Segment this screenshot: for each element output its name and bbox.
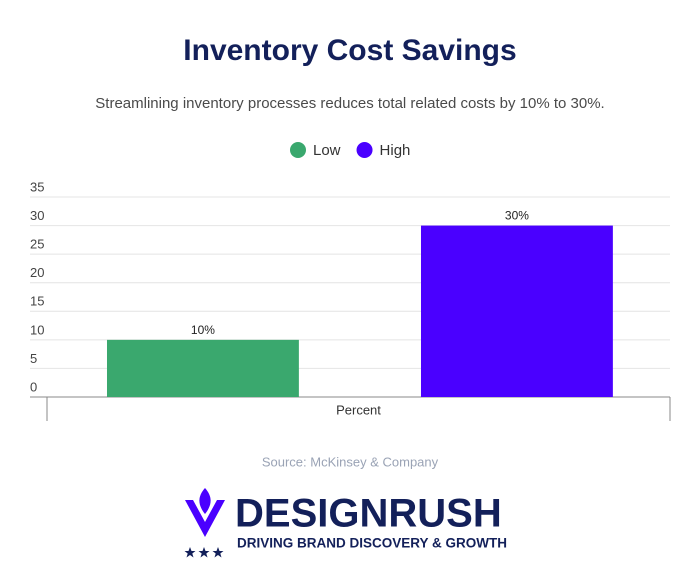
- legend-label: Low: [313, 142, 341, 159]
- value-label: 30%: [505, 209, 529, 223]
- y-tick-label: 10: [30, 322, 44, 337]
- logo-icon: [185, 500, 225, 537]
- y-tick-label: 5: [30, 351, 37, 366]
- y-tick-label: 25: [30, 237, 44, 252]
- y-tick-label: 30: [30, 208, 44, 223]
- chart-title: Inventory Cost Savings: [183, 34, 516, 67]
- x-tick-label: Percent: [336, 402, 381, 417]
- legend-marker: [356, 142, 373, 158]
- bar: [420, 225, 613, 397]
- bar: [106, 339, 299, 397]
- logo-star: [198, 547, 210, 558]
- y-tick-label: 20: [30, 265, 44, 280]
- brand-name: DESIGNRUSH: [235, 492, 502, 536]
- source: Source: McKinsey & Company: [262, 454, 439, 469]
- value-label: 10%: [191, 323, 215, 337]
- y-tick-label: 15: [30, 294, 44, 309]
- legend-marker: [290, 142, 306, 158]
- y-tick-label: 0: [30, 379, 37, 394]
- logo-flame: [199, 488, 211, 514]
- logo-star: [212, 547, 224, 558]
- logo-star: [184, 547, 196, 558]
- chart-subtitle: Streamlining inventory processes reduces…: [95, 95, 604, 112]
- brand-logo: DESIGNRUSH DRIVING BRAND DISCOVERY & GRO…: [184, 488, 507, 558]
- legend-label: High: [380, 142, 411, 159]
- brand-tagline: DRIVING BRAND DISCOVERY & GROWTH: [237, 536, 507, 551]
- y-tick-label: 35: [30, 179, 44, 194]
